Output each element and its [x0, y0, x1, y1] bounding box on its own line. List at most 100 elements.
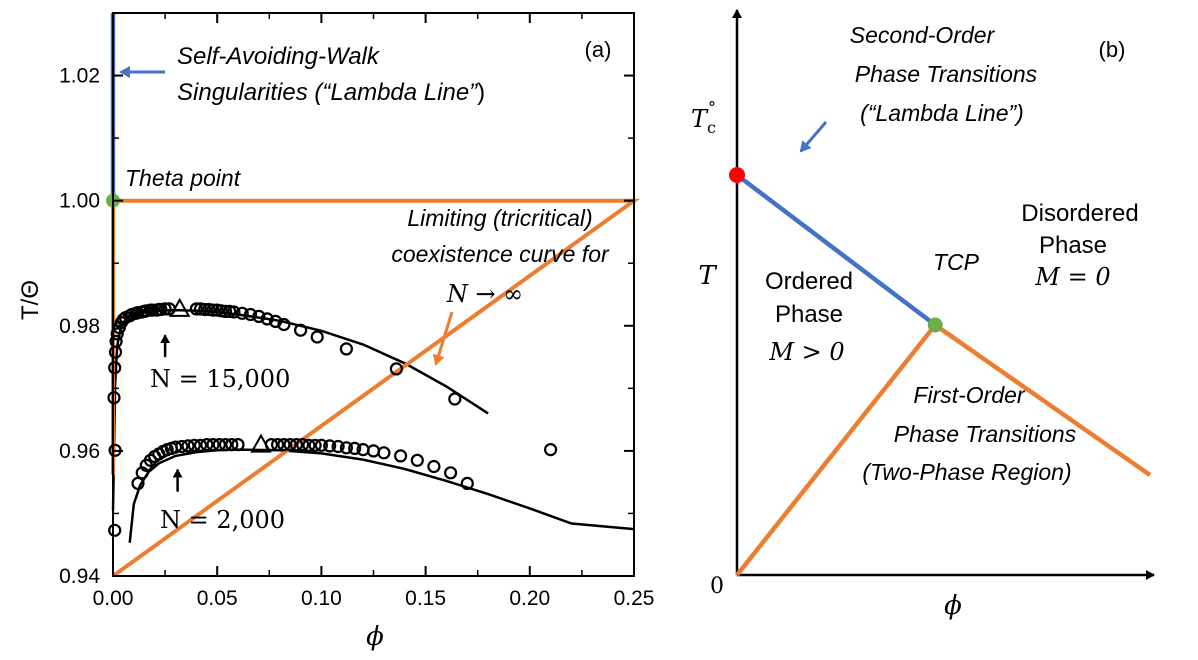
y-tick-label: 0.94	[59, 565, 100, 588]
triangle-marker-n2000	[250, 433, 272, 453]
data-point-n2000	[181, 439, 195, 453]
data-point-n15000	[146, 303, 160, 317]
panel-b: (b) 0 ϕ T Tc° Second-Order Phase Transit…	[691, 9, 1155, 621]
data-point-n15000	[158, 302, 172, 316]
saw-line2-ital: “Lambda Line”	[322, 79, 478, 106]
data-point-n15000	[109, 334, 123, 348]
data-point-n2000	[410, 453, 424, 467]
data-point-n2000	[206, 438, 220, 452]
fit-curve-n15000	[111, 308, 489, 511]
lambda-line	[735, 173, 937, 327]
data-point-n2000	[289, 438, 303, 452]
data-point-n2000	[168, 440, 183, 454]
tcp-point-marker	[927, 317, 943, 333]
first-order-line2: Phase Transitions	[894, 421, 1077, 447]
theta-point-label: Theta point	[125, 165, 242, 191]
x-tick-label: 0.10	[301, 587, 342, 610]
second-order-line1: Second-Order	[850, 22, 996, 48]
y-tick-label: 0.96	[59, 440, 100, 463]
panel-a: 0.00 0.05 0.10 0.15 0.20 0.25 0.94 0.96 0.98 1.00…	[17, 12, 654, 652]
y-tick-label: 1.00	[59, 190, 100, 213]
disordered-line3: M = 0	[1034, 263, 1110, 291]
data-point-n15000	[260, 312, 274, 326]
triangle-marker-n15000	[168, 297, 191, 317]
disordered-line1: Disordered	[1021, 200, 1138, 227]
first-order-line1: First-Order	[913, 382, 1026, 408]
data-point-n15000	[310, 330, 324, 344]
data-point-n15000	[269, 314, 283, 328]
ordered-line2: Phase	[775, 301, 843, 328]
data-point-n2000	[302, 438, 316, 452]
x-tick-label: 0.20	[509, 587, 550, 610]
data-point-n2000	[108, 523, 122, 537]
data-point-n2000	[277, 438, 291, 452]
y-tick-label: 1.02	[59, 65, 100, 88]
data-point-n15000	[206, 303, 220, 317]
first-order-left-line	[735, 323, 938, 577]
first-order-right-line	[933, 323, 1152, 477]
ordered-line1: Ordered	[765, 268, 853, 295]
data-point-n15000	[227, 305, 241, 319]
data-point-n2000	[394, 449, 408, 463]
panel-a-data-layer	[106, 13, 641, 578]
limiting-label-arrow	[432, 311, 454, 366]
data-point-n15000	[235, 306, 249, 320]
data-point-n15000	[218, 304, 233, 318]
ordered-line3: M > 0	[768, 338, 844, 366]
data-point-n2000	[348, 441, 362, 455]
data-point-n15000	[243, 307, 258, 322]
data-point-n15000	[252, 309, 266, 323]
data-point-n15000	[294, 323, 308, 337]
x-tick-label: 0.25	[614, 587, 655, 610]
limiting-label-line2: coexistence curve for	[391, 241, 610, 267]
panel-a-y-axis-title: T/Θ	[17, 280, 44, 320]
data-point-n2000	[212, 438, 226, 452]
panel-a-label: (a)	[585, 37, 612, 62]
data-point-n2000	[314, 438, 328, 452]
series-label-n15000: N = 15,000	[150, 365, 290, 393]
saw-line2-pre: Singularities (	[177, 79, 325, 106]
saw-annotation-line1: Self-Avoiding-Walk	[177, 43, 381, 70]
data-point-n2000	[366, 444, 381, 458]
limiting-label-line1: Limiting (tricritical)	[407, 205, 592, 231]
tcp-label: TCP	[933, 249, 980, 275]
saw-annotation-line2: Singularities (“Lambda Line”)	[177, 79, 485, 106]
panel-a-axes-layer: 0.00 0.05 0.10 0.15 0.20 0.25 0.94 0.96 0.98 1.00…	[59, 13, 654, 610]
y-tick-label: 0.98	[59, 315, 100, 338]
first-order-line3: (Two-Phase Region)	[862, 459, 1071, 485]
data-point-n2000	[175, 439, 189, 454]
data-point-n15000	[277, 317, 291, 332]
data-point-n2000	[323, 439, 337, 453]
data-point-n2000	[271, 438, 285, 452]
data-point-n2000	[200, 438, 214, 452]
data-point-n15000	[448, 392, 462, 406]
data-point-n2000	[193, 438, 208, 452]
disordered-line2: Phase	[1039, 232, 1107, 259]
second-order-line2: Phase Transitions	[855, 61, 1038, 87]
tc-label-main: T	[691, 105, 709, 133]
tc-label: Tc°	[691, 98, 716, 137]
tc-label-sup: °	[708, 98, 716, 117]
data-point-n2000	[296, 438, 310, 452]
data-point-n2000	[218, 438, 233, 452]
second-order-line3: (“Lambda Line”)	[860, 100, 1024, 126]
data-point-n2000	[460, 476, 474, 490]
data-point-n2000	[131, 476, 145, 490]
limiting-label-line3: N → ∞	[446, 280, 523, 308]
second-order-arrow	[799, 121, 828, 153]
data-point-n2000	[331, 439, 345, 454]
data-point-n2000	[543, 443, 558, 457]
tc-label-sub: c	[707, 118, 716, 137]
data-point-n15000	[110, 327, 124, 341]
data-point-n2000	[377, 446, 391, 460]
data-point-n2000	[308, 438, 322, 452]
panel-a-x-axis-title: ϕ	[366, 622, 384, 652]
series-label-n2000: N = 2,000	[160, 506, 285, 534]
panel-b-label: (b)	[1099, 37, 1126, 62]
data-point-n2000	[187, 438, 201, 452]
panel-b-origin-label: 0	[710, 574, 724, 599]
x-tick-label: 0.00	[93, 587, 134, 610]
data-point-n15000	[389, 362, 403, 376]
data-point-n15000	[108, 361, 122, 375]
